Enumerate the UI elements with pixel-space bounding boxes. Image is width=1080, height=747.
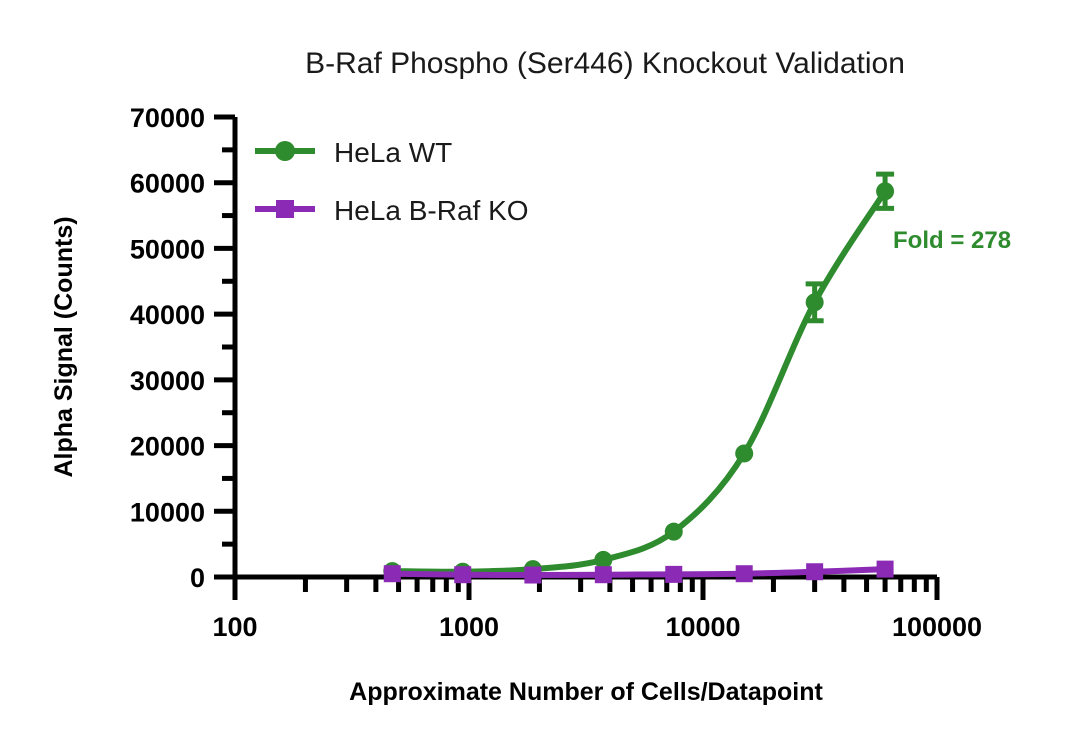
data-point-marker [735, 565, 753, 583]
x-tick-label: 100 [212, 612, 257, 642]
x-axis-label: Approximate Number of Cells/Datapoint [349, 678, 823, 706]
data-point-marker [876, 182, 895, 201]
y-axis-label: Alpha Signal (Counts) [50, 216, 78, 477]
y-tick-label: 0 [190, 563, 205, 593]
y-tick-label: 20000 [130, 432, 205, 462]
y-tick-label: 70000 [130, 103, 205, 133]
series-ko [383, 560, 894, 584]
data-point-marker [806, 563, 824, 581]
data-point-marker [454, 566, 472, 584]
legend-marker-square [276, 200, 294, 218]
data-point-marker [665, 565, 683, 583]
legend-label: HeLa WT [334, 137, 452, 168]
data-point-marker [664, 522, 683, 541]
y-tick-label: 10000 [130, 497, 205, 527]
data-point-marker [594, 566, 612, 584]
legend-entry[interactable]: HeLa B-Raf KO [255, 195, 529, 226]
data-point-marker [594, 550, 613, 569]
legend-label: HeLa B-Raf KO [334, 195, 529, 226]
chart-legend: HeLa WT HeLa B-Raf KO [255, 137, 529, 226]
data-point-marker [383, 565, 401, 583]
data-point-marker [876, 560, 894, 578]
y-tick-label: 30000 [130, 366, 205, 396]
fold-change-annotation: Fold = 278 [893, 227, 1011, 254]
legend-entry[interactable]: HeLa WT [255, 137, 452, 168]
y-tick-label: 50000 [130, 234, 205, 264]
data-point-marker [524, 566, 542, 584]
y-tick-label: 60000 [130, 169, 205, 199]
x-tick-label: 100000 [892, 612, 982, 642]
chart-title: B-Raf Phospho (Ser446) Knockout Validati… [305, 47, 905, 80]
x-tick-label: 10000 [665, 612, 740, 642]
y-axis-ticks: 0 10000 20000 30000 40000 50000 60000 70000 [130, 103, 235, 593]
data-point-marker [735, 444, 754, 463]
data-point-marker [805, 293, 824, 312]
x-tick-label: 1000 [439, 612, 499, 642]
y-tick-label: 40000 [130, 300, 205, 330]
chart-series [383, 171, 895, 584]
legend-marker-circle [275, 141, 295, 161]
chart-annotations: Fold = 278 [893, 227, 1011, 254]
